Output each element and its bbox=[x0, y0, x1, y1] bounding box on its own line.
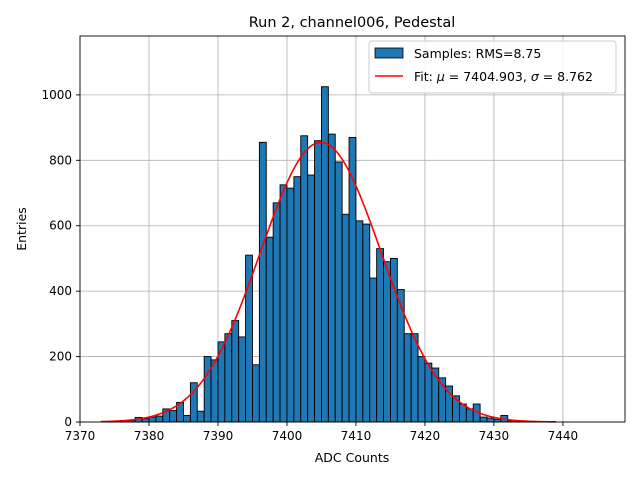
y-tick-label: 200 bbox=[49, 350, 72, 364]
histogram-bar bbox=[265, 236, 274, 423]
y-axis-label: Entries bbox=[14, 207, 29, 251]
histogram-bar bbox=[196, 410, 205, 423]
histogram-bar bbox=[141, 418, 150, 423]
x-tick-label: 7430 bbox=[479, 429, 510, 443]
legend-swatch-samples bbox=[374, 47, 404, 59]
histogram-bar bbox=[417, 356, 426, 423]
x-tick-label: 7370 bbox=[65, 429, 96, 443]
histogram-bar bbox=[334, 161, 343, 423]
chart-title: Run 2, channel006, Pedestal bbox=[249, 15, 456, 31]
histogram-bar bbox=[362, 223, 371, 423]
histogram-bar bbox=[445, 385, 453, 423]
histogram-bar bbox=[210, 359, 219, 423]
histogram-bar bbox=[410, 333, 419, 423]
x-axis-label: ADC Counts bbox=[315, 450, 390, 465]
histogram-bar bbox=[293, 176, 302, 423]
histogram-bar bbox=[286, 187, 295, 423]
histogram-bars bbox=[107, 86, 543, 423]
histogram-bar bbox=[424, 362, 433, 423]
histogram-bar bbox=[272, 202, 281, 423]
histogram-bar bbox=[238, 336, 247, 423]
x-tick-label: 7440 bbox=[548, 429, 579, 443]
x-tick-label: 7380 bbox=[134, 429, 165, 443]
y-tick-label: 800 bbox=[49, 153, 72, 167]
legend-label-fit: Fit: μ = 7404.903, σ = 8.762 bbox=[414, 69, 593, 84]
histogram-bar bbox=[314, 140, 322, 423]
fit-curve bbox=[100, 141, 557, 423]
histogram-bar bbox=[258, 141, 267, 423]
legend-label-samples: Samples: RMS=8.75 bbox=[414, 46, 541, 61]
histogram-bar bbox=[155, 415, 164, 423]
y-tick-label: 1000 bbox=[41, 88, 72, 102]
histogram-bar bbox=[321, 86, 329, 423]
histogram-bar bbox=[231, 320, 240, 423]
x-tick-label: 7410 bbox=[341, 429, 372, 443]
histogram-bar bbox=[341, 213, 350, 423]
histogram-bar bbox=[376, 248, 384, 423]
histogram-bar bbox=[369, 277, 378, 423]
x-tick-label: 7420 bbox=[410, 429, 441, 443]
histogram-bar bbox=[327, 133, 336, 423]
legend-box bbox=[368, 40, 617, 94]
histogram-bar bbox=[486, 417, 495, 423]
legend: Samples: RMS=8.75 Fit: μ = 7404.903, σ =… bbox=[368, 40, 617, 94]
histogram-bar bbox=[465, 408, 474, 423]
histogram-bar bbox=[403, 333, 412, 423]
fit-curve-layer bbox=[100, 141, 557, 423]
histogram-bar bbox=[245, 254, 253, 423]
y-tick-label: 400 bbox=[49, 284, 72, 298]
plot-frame bbox=[79, 35, 626, 423]
y-tick-label: 0 bbox=[64, 415, 72, 429]
histogram-bar bbox=[383, 261, 391, 423]
histogram-bar bbox=[148, 416, 157, 423]
axis-ticks: 7370 7380 7390 7400 7410 7420 7430 7440 0 200 400 6… bbox=[41, 88, 578, 443]
histogram-bar bbox=[169, 410, 178, 423]
histogram-bar bbox=[307, 174, 316, 423]
histogram-bar bbox=[396, 289, 405, 423]
histogram-bar bbox=[279, 184, 288, 423]
y-tick-label: 600 bbox=[49, 219, 72, 233]
histogram-bar bbox=[252, 364, 260, 423]
histogram-bar bbox=[300, 135, 309, 423]
x-tick-label: 7400 bbox=[272, 429, 303, 443]
x-tick-label: 7390 bbox=[203, 429, 234, 443]
histogram-bar bbox=[355, 220, 364, 423]
histogram-bar bbox=[224, 333, 233, 423]
histogram-bar bbox=[479, 416, 488, 423]
histogram-bar bbox=[203, 356, 212, 423]
histogram-bar bbox=[183, 415, 191, 423]
